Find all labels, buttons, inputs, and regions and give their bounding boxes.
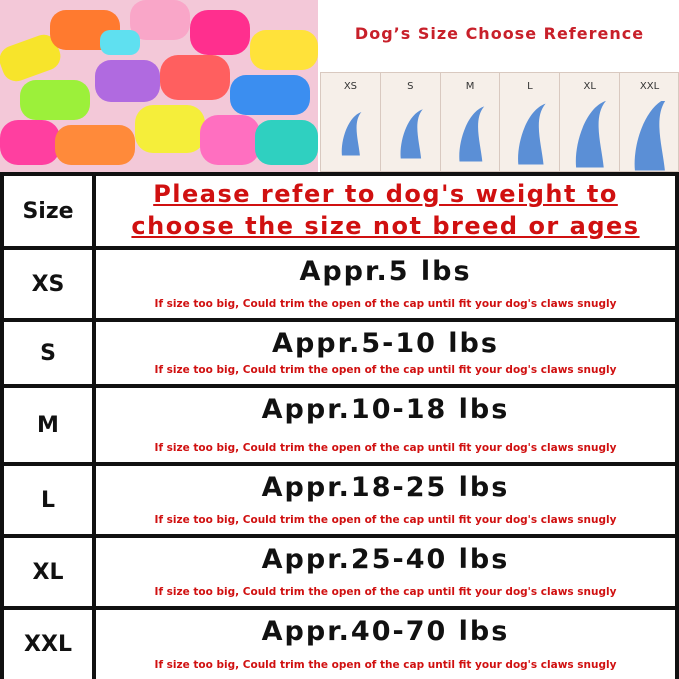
weight: Appr.18-25 lbs	[261, 472, 510, 503]
size-label: L	[4, 466, 96, 534]
size-row: XXL Appr.40-70 lbs If size too big, Could …	[4, 610, 675, 679]
size-row: XL Appr.25-40 lbs If size too big, Could t…	[4, 538, 675, 610]
reference-size: S	[407, 81, 414, 92]
weight: Appr.5 lbs	[299, 256, 472, 287]
header-note: Please refer to dog's weight to	[153, 180, 618, 208]
trim-note: If size too big, Could trim the open of …	[154, 364, 617, 376]
reference-size: M	[465, 81, 475, 92]
weight: Appr.10-18 lbs	[261, 394, 510, 425]
reference-cell: S	[381, 73, 441, 171]
reference-size: XL	[583, 81, 596, 92]
size-row: S Appr.5-10 lbs If size too big, Could tri…	[4, 322, 675, 388]
trim-note: If size too big, Could trim the open of …	[154, 442, 617, 454]
claw-cap	[458, 106, 484, 162]
size-label: XXL	[4, 610, 96, 679]
claw-cap	[400, 109, 423, 159]
reference-cell: XS	[321, 73, 381, 171]
reference-size: L	[527, 81, 533, 92]
weight: Appr.25-40 lbs	[261, 544, 510, 575]
size-header: Size	[4, 176, 96, 246]
reference-size: XS	[343, 81, 358, 92]
size-label: XL	[4, 538, 96, 606]
reference-table: XS S M L XL XXL	[320, 72, 679, 172]
claw-cap	[341, 112, 362, 156]
reference-cell: XXL	[620, 73, 679, 171]
reference-title: Dog’s Size Choose Reference	[354, 24, 645, 43]
trim-note: If size too big, Could trim the open of …	[154, 298, 617, 310]
weight: Appr.5-10 lbs	[272, 328, 499, 359]
header-row: Size Please refer to dog's weight to choos…	[4, 176, 675, 250]
size-row: L Appr.18-25 lbs If size too big, Could tr…	[4, 466, 675, 538]
claw-cap	[517, 103, 546, 165]
claw-cap	[634, 101, 666, 171]
trim-note: If size too big, Could trim the open of …	[154, 586, 617, 598]
size-row: M Appr.10-18 lbs If size too big, Could tr…	[4, 388, 675, 466]
size-label: XS	[4, 250, 96, 318]
size-label: S	[4, 322, 96, 384]
header-note: choose the size not breed or ages	[131, 212, 640, 240]
caps-photo	[0, 0, 318, 172]
reference-cell: L	[501, 73, 561, 171]
reference-cell: M	[441, 73, 501, 171]
size-label: M	[4, 388, 96, 462]
trim-note: If size too big, Could trim the open of …	[154, 659, 617, 671]
size-row: XS Appr.5 lbs If size too big, Could trim …	[4, 250, 675, 322]
weight: Appr.40-70 lbs	[261, 616, 510, 647]
reference-cell: XL	[560, 73, 621, 171]
claw-cap	[576, 101, 607, 168]
reference-size: XXL	[639, 81, 660, 92]
size-table: Size Please refer to dog's weight to choos…	[0, 172, 679, 679]
trim-note: If size too big, Could trim the open of …	[154, 514, 617, 526]
